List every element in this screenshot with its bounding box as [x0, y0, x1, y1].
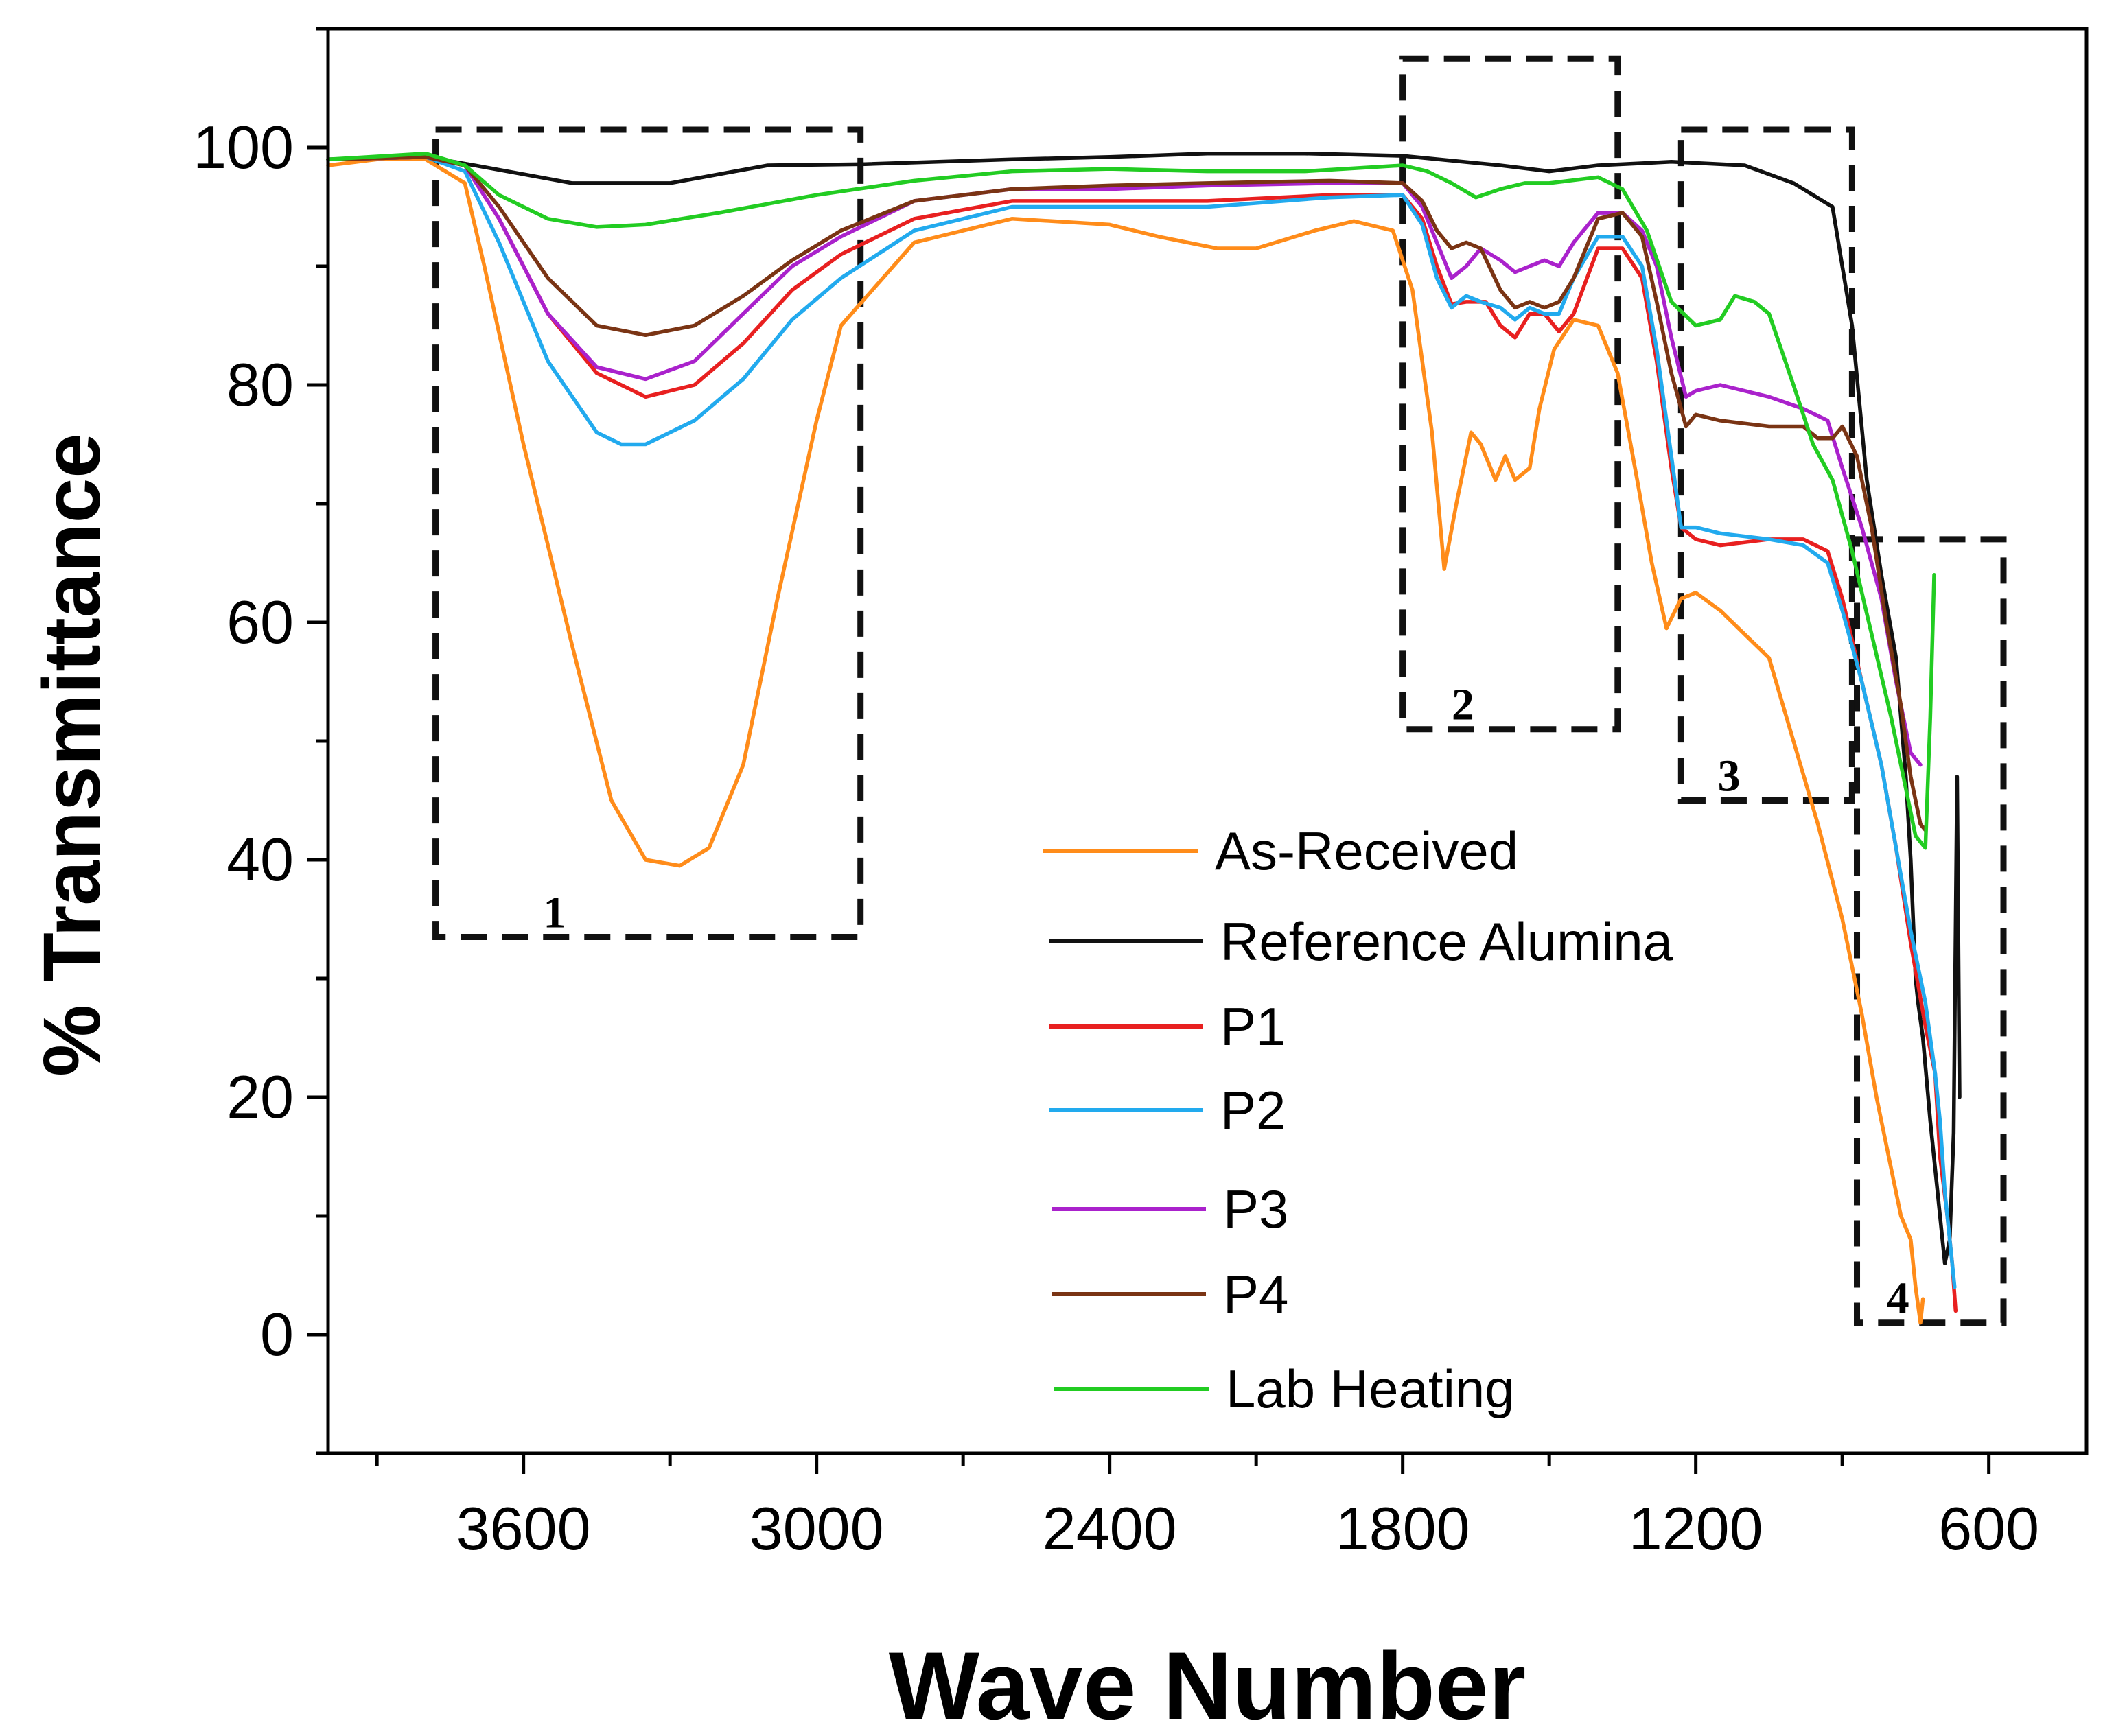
- series-line-reference-alumina: [326, 151, 1962, 1265]
- region-box-1: [432, 126, 864, 940]
- legend-label-p2: P2: [1220, 1080, 1286, 1140]
- legend-label-p4: P4: [1223, 1264, 1288, 1324]
- y-tick-label-60: 60: [226, 588, 294, 656]
- x-axis-ticks: 3600 3000 2400 1800 1200 600: [375, 1453, 2039, 1562]
- legend-label-lab-heating: Lab Heating: [1226, 1359, 1515, 1419]
- legend-label-p1: P1: [1220, 996, 1286, 1057]
- series-line-p1: [326, 155, 1958, 1313]
- series-line-p2: [326, 155, 1957, 1289]
- x-tick-label-600: 600: [1938, 1494, 2039, 1562]
- region-label-4: 4: [1887, 1274, 1909, 1324]
- series-line-p4: [326, 155, 1927, 832]
- region-label-1: 1: [543, 887, 566, 937]
- axes: [326, 27, 2089, 1455]
- region-box-2: [1399, 55, 1621, 733]
- region-box-4: [1854, 536, 2007, 1326]
- x-tick-label-3000: 3000: [750, 1494, 884, 1562]
- x-tick-label-3600: 3600: [456, 1494, 591, 1562]
- x-axis-title: Wave Number: [889, 1632, 1526, 1736]
- y-tick-label-80: 80: [226, 351, 294, 419]
- region-box-3: [1677, 126, 1855, 804]
- x-tick-label-2400: 2400: [1043, 1494, 1177, 1562]
- region-boxes: 1 2 3 4: [432, 55, 2007, 1326]
- plot-frame: [326, 27, 2089, 1455]
- legend: As-Received Reference Alumina P1 P2 P3 P4 Lab …: [1043, 821, 1673, 1419]
- legend-label-as-received: As-Received: [1215, 821, 1518, 881]
- legend-label-p3: P3: [1223, 1179, 1288, 1239]
- region-label-3: 3: [1718, 751, 1741, 801]
- series-line-lab-heating: [326, 151, 1936, 850]
- legend-label-reference-alumina: Reference Alumina: [1220, 911, 1673, 972]
- y-axis-title: % Transmittance: [27, 433, 117, 1077]
- y-tick-label-40: 40: [226, 825, 294, 893]
- y-tick-label-0: 0: [260, 1300, 294, 1368]
- series-lines: [326, 151, 1962, 1325]
- series-line-p3: [326, 155, 1923, 767]
- series-line-as-received: [326, 157, 1925, 1325]
- y-axis-ticks: 0 20 40 60 80 100: [193, 27, 328, 1455]
- x-tick-label-1800: 1800: [1336, 1494, 1470, 1562]
- y-tick-label-20: 20: [226, 1063, 294, 1131]
- region-label-2: 2: [1452, 680, 1474, 730]
- x-tick-label-1200: 1200: [1629, 1494, 1763, 1562]
- y-tick-label-100: 100: [193, 113, 294, 181]
